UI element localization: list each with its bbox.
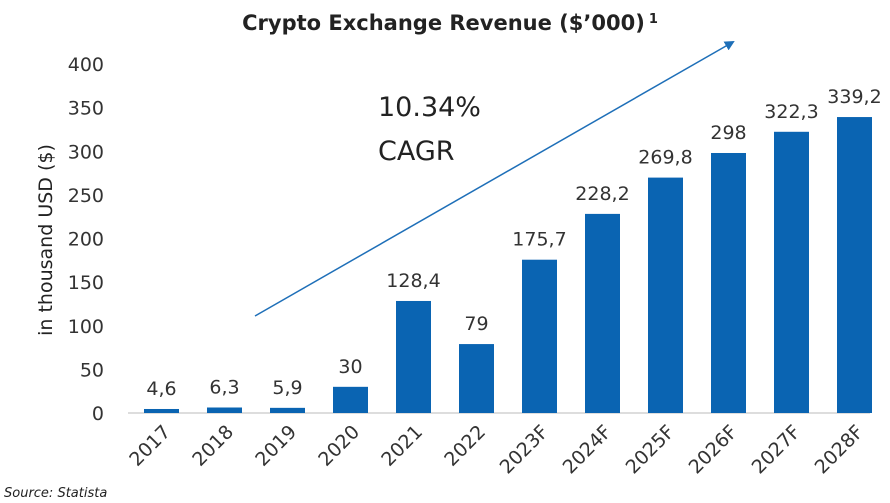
value-label: 5,9 bbox=[272, 377, 302, 399]
value-label: 228,2 bbox=[575, 183, 629, 205]
value-label: 339,2 bbox=[827, 86, 881, 108]
annotation: 10.34% bbox=[378, 92, 481, 123]
x-tick-label: 2026F bbox=[685, 421, 742, 478]
value-label: 322,3 bbox=[764, 101, 818, 123]
y-tick-label: 350 bbox=[68, 98, 104, 120]
x-tick-label: 2021 bbox=[377, 421, 427, 471]
bar bbox=[522, 259, 557, 413]
annotation: CAGR bbox=[378, 136, 455, 167]
y-tick-label: 50 bbox=[80, 359, 104, 381]
value-label: 175,7 bbox=[512, 229, 566, 251]
x-tick-label: 2017 bbox=[125, 421, 175, 471]
y-tick-label: 150 bbox=[68, 272, 104, 294]
x-tick-label: 2018 bbox=[188, 421, 238, 471]
bar bbox=[774, 131, 809, 413]
bar bbox=[207, 407, 242, 413]
bar bbox=[396, 300, 431, 413]
value-label: 4,6 bbox=[146, 378, 176, 400]
x-tick-label: 2025F bbox=[622, 421, 679, 478]
x-tick-label: 2027F bbox=[748, 421, 805, 478]
x-tick-label: 2028F bbox=[811, 421, 868, 478]
y-tick-label: 250 bbox=[68, 185, 104, 207]
chart-title: Crypto Exchange Revenue ($’000) 1 bbox=[242, 11, 658, 35]
bar bbox=[711, 152, 746, 413]
x-tick-label: 2024F bbox=[559, 421, 616, 478]
value-label: 79 bbox=[464, 313, 488, 335]
x-tick-label: 2020 bbox=[314, 421, 364, 471]
value-label: 128,4 bbox=[386, 270, 440, 292]
y-tick-label: 200 bbox=[68, 229, 104, 251]
bar bbox=[459, 344, 494, 413]
y-tick-label: 300 bbox=[68, 141, 104, 163]
x-tick-label: 2022 bbox=[440, 421, 490, 471]
y-axis-label: in thousand USD ($) bbox=[35, 144, 57, 336]
value-label: 30 bbox=[338, 356, 362, 378]
value-label: 269,8 bbox=[638, 147, 692, 169]
y-tick-label: 0 bbox=[92, 403, 104, 425]
bar bbox=[333, 386, 368, 413]
bar bbox=[144, 408, 179, 413]
bar bbox=[837, 117, 872, 413]
source: Source: Statista bbox=[4, 486, 107, 501]
y-tick-label: 100 bbox=[68, 316, 104, 338]
bar bbox=[648, 177, 683, 413]
x-tick-label: 2019 bbox=[251, 421, 301, 471]
cagr-arrow bbox=[254, 41, 735, 317]
bar bbox=[270, 407, 305, 413]
bar bbox=[585, 213, 620, 413]
value-label: 298 bbox=[710, 122, 746, 144]
x-tick-label: 2023F bbox=[496, 421, 553, 478]
y-tick-label: 400 bbox=[68, 54, 104, 76]
value-label: 6,3 bbox=[209, 377, 239, 399]
